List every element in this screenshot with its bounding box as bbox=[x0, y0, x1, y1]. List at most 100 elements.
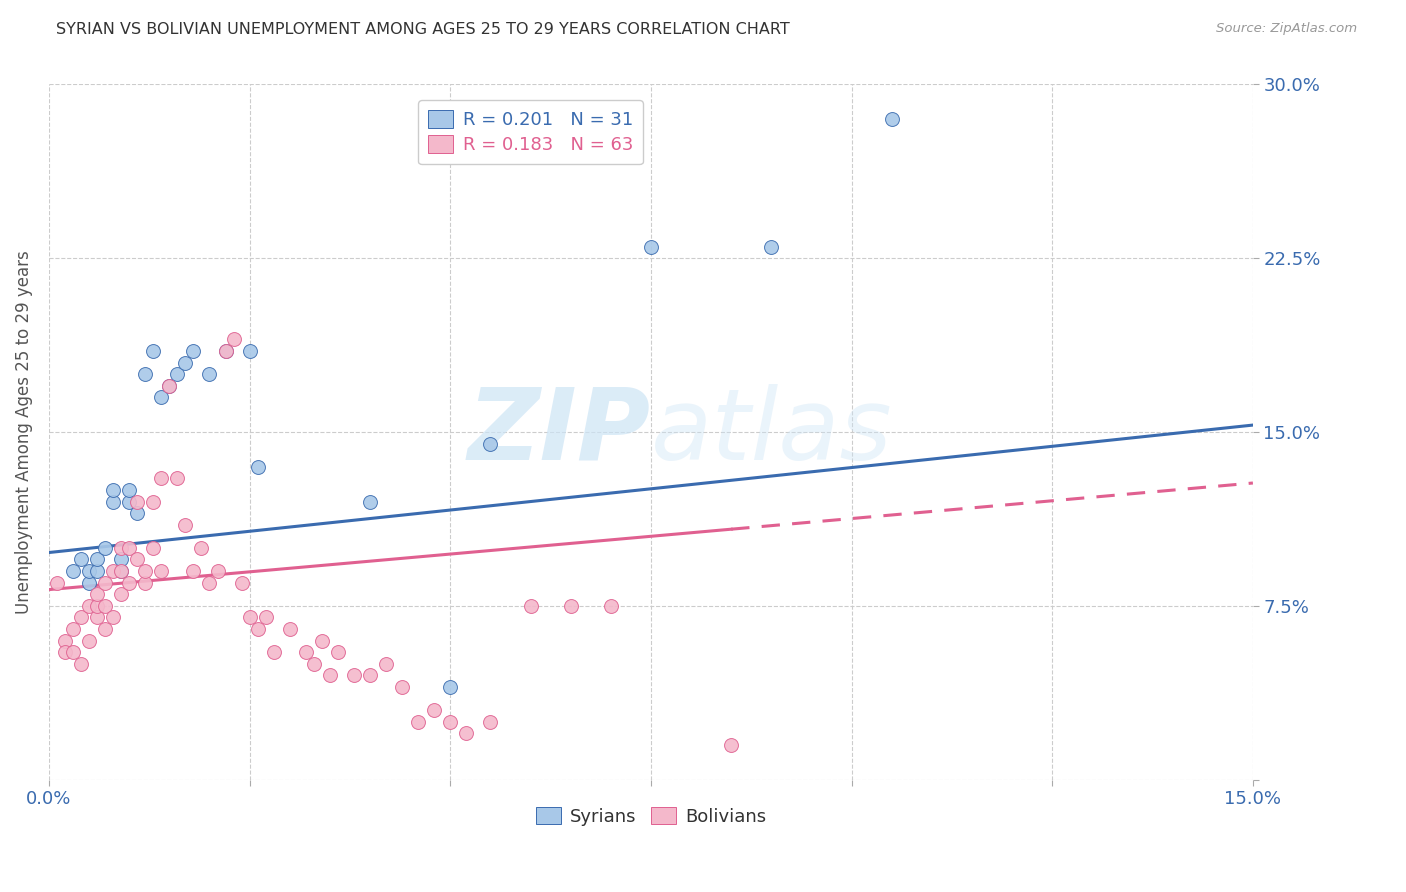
Point bbox=[343, 668, 366, 682]
Point bbox=[375, 657, 398, 671]
Point bbox=[214, 343, 236, 358]
Point bbox=[101, 494, 124, 508]
Point bbox=[239, 343, 262, 358]
Point bbox=[231, 575, 253, 590]
Point bbox=[391, 680, 413, 694]
Point bbox=[295, 645, 318, 659]
Point bbox=[439, 714, 461, 729]
Point bbox=[150, 564, 173, 578]
Point bbox=[166, 367, 188, 381]
Point bbox=[157, 378, 180, 392]
Point bbox=[110, 541, 132, 555]
Point bbox=[86, 564, 108, 578]
Point bbox=[110, 587, 132, 601]
Point bbox=[254, 610, 277, 624]
Point bbox=[70, 610, 93, 624]
Point bbox=[127, 506, 149, 520]
Point bbox=[94, 599, 117, 613]
Point bbox=[46, 575, 69, 590]
Point bbox=[359, 668, 381, 682]
Point bbox=[77, 575, 100, 590]
Point bbox=[110, 564, 132, 578]
Point bbox=[77, 564, 100, 578]
Point bbox=[157, 378, 180, 392]
Point bbox=[134, 367, 156, 381]
Point bbox=[479, 436, 502, 450]
Point bbox=[479, 714, 502, 729]
Point bbox=[214, 343, 236, 358]
Point bbox=[278, 622, 301, 636]
Point bbox=[118, 541, 141, 555]
Point bbox=[222, 332, 245, 346]
Legend: Syrians, Bolivians: Syrians, Bolivians bbox=[529, 800, 773, 833]
Point bbox=[62, 645, 84, 659]
Text: ZIP: ZIP bbox=[468, 384, 651, 481]
Point bbox=[406, 714, 429, 729]
Point bbox=[519, 599, 541, 613]
Point bbox=[599, 599, 621, 613]
Point bbox=[142, 494, 165, 508]
Point bbox=[456, 726, 478, 740]
Point bbox=[246, 622, 269, 636]
Point bbox=[239, 610, 262, 624]
Point bbox=[94, 575, 117, 590]
Point bbox=[134, 575, 156, 590]
Point bbox=[198, 367, 221, 381]
Point bbox=[174, 517, 197, 532]
Point bbox=[94, 541, 117, 555]
Point bbox=[118, 575, 141, 590]
Point bbox=[761, 240, 783, 254]
Point bbox=[166, 471, 188, 485]
Point bbox=[183, 564, 205, 578]
Point bbox=[77, 633, 100, 648]
Point bbox=[207, 564, 229, 578]
Point bbox=[86, 587, 108, 601]
Point bbox=[70, 552, 93, 566]
Point bbox=[174, 355, 197, 369]
Point bbox=[311, 633, 333, 648]
Point bbox=[142, 541, 165, 555]
Text: Source: ZipAtlas.com: Source: ZipAtlas.com bbox=[1216, 22, 1357, 36]
Point bbox=[110, 564, 132, 578]
Point bbox=[142, 343, 165, 358]
Point bbox=[263, 645, 285, 659]
Point bbox=[246, 459, 269, 474]
Point bbox=[720, 738, 742, 752]
Point bbox=[302, 657, 325, 671]
Point bbox=[560, 599, 582, 613]
Point bbox=[640, 240, 662, 254]
Point bbox=[190, 541, 212, 555]
Point bbox=[423, 703, 446, 717]
Point bbox=[101, 610, 124, 624]
Point bbox=[94, 622, 117, 636]
Point bbox=[359, 494, 381, 508]
Point bbox=[110, 552, 132, 566]
Point bbox=[86, 599, 108, 613]
Point bbox=[127, 552, 149, 566]
Point bbox=[319, 668, 342, 682]
Text: atlas: atlas bbox=[651, 384, 893, 481]
Point bbox=[118, 483, 141, 497]
Point bbox=[86, 552, 108, 566]
Text: SYRIAN VS BOLIVIAN UNEMPLOYMENT AMONG AGES 25 TO 29 YEARS CORRELATION CHART: SYRIAN VS BOLIVIAN UNEMPLOYMENT AMONG AG… bbox=[56, 22, 790, 37]
Point bbox=[150, 390, 173, 404]
Point bbox=[134, 564, 156, 578]
Point bbox=[326, 645, 349, 659]
Y-axis label: Unemployment Among Ages 25 to 29 years: Unemployment Among Ages 25 to 29 years bbox=[15, 250, 32, 614]
Point bbox=[53, 633, 76, 648]
Point bbox=[880, 112, 903, 127]
Point bbox=[77, 599, 100, 613]
Point bbox=[150, 471, 173, 485]
Point bbox=[101, 483, 124, 497]
Point bbox=[70, 657, 93, 671]
Point bbox=[53, 645, 76, 659]
Point bbox=[183, 343, 205, 358]
Point bbox=[86, 610, 108, 624]
Point bbox=[127, 494, 149, 508]
Point bbox=[62, 564, 84, 578]
Point bbox=[62, 622, 84, 636]
Point bbox=[439, 680, 461, 694]
Point bbox=[118, 494, 141, 508]
Point bbox=[198, 575, 221, 590]
Point bbox=[101, 564, 124, 578]
